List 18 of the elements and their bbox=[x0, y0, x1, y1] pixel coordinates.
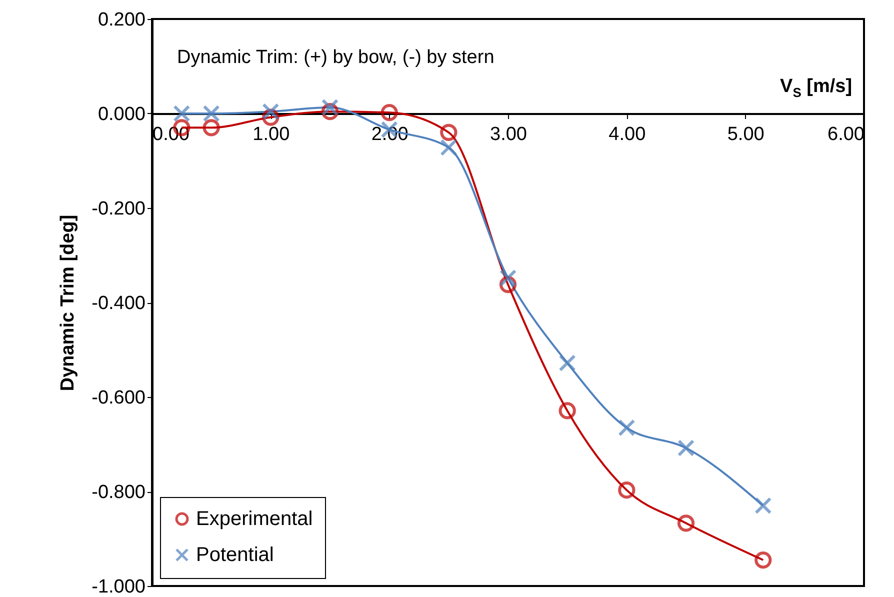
x-axis-title: V$_{S}$ [m/s] bbox=[780, 76, 852, 100]
x-tick-label: 4.00 bbox=[608, 124, 646, 145]
x-tick-label: 5.00 bbox=[727, 124, 764, 145]
y-tick-label: -0.600 bbox=[92, 388, 146, 408]
legend-label: Potential bbox=[196, 544, 274, 566]
legend-label: Experimental bbox=[196, 508, 313, 530]
x-tick-label: 0.00 bbox=[152, 124, 190, 145]
y-tick-label: 0.200 bbox=[98, 10, 146, 30]
x-tick-label: 3.00 bbox=[490, 124, 527, 145]
y-tick-label: -0.200 bbox=[92, 198, 146, 220]
y-tick-label: -1.000 bbox=[92, 576, 146, 597]
y-tick-label: 0.000 bbox=[98, 104, 146, 125]
y-axis-title: Dynamic Trim [deg] bbox=[58, 214, 79, 392]
annotation: Dynamic Trim: (+) by bow, (-) by stern bbox=[177, 47, 494, 68]
y-tick-label: -0.800 bbox=[92, 482, 146, 503]
x-tick-label: 1.00 bbox=[252, 124, 290, 145]
y-tick-label: -0.400 bbox=[92, 293, 146, 314]
x-tick-label: 6.00 bbox=[828, 124, 864, 145]
